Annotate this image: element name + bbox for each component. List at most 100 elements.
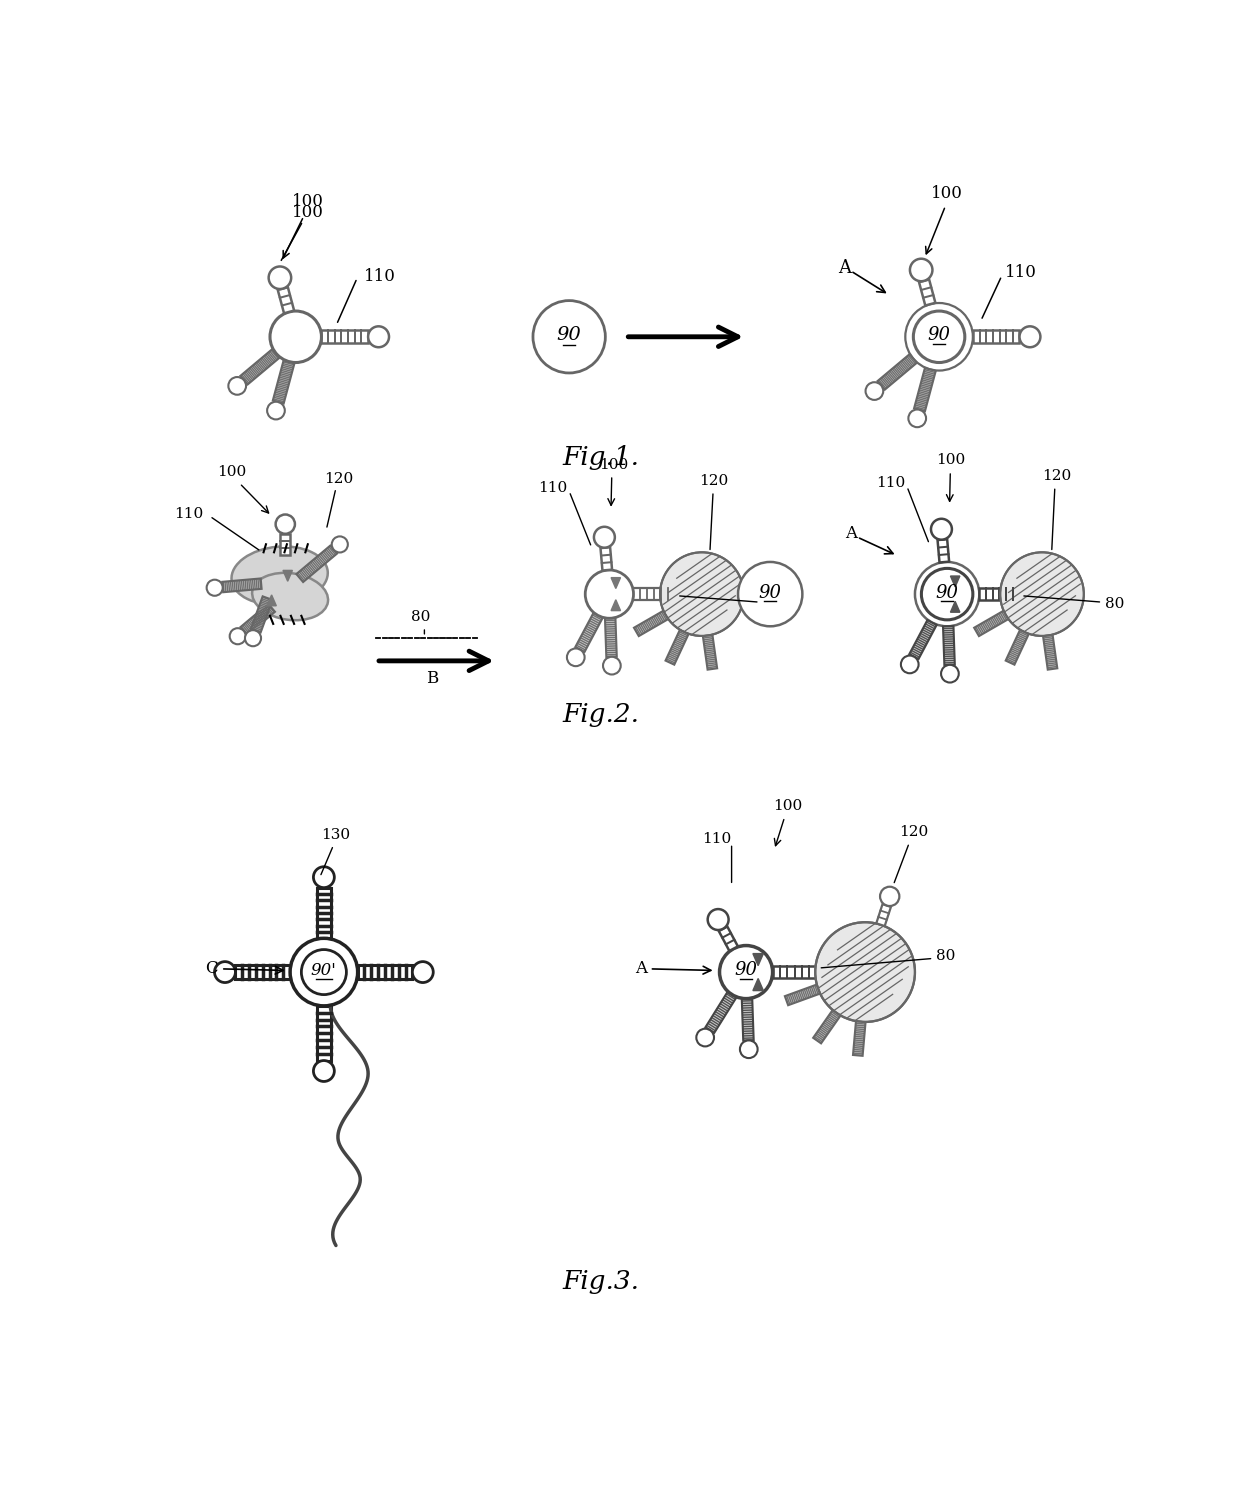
Polygon shape: [1006, 630, 1029, 665]
Polygon shape: [611, 599, 620, 611]
Circle shape: [910, 259, 932, 281]
Circle shape: [866, 382, 883, 400]
Polygon shape: [278, 287, 294, 314]
Text: A: A: [844, 525, 857, 543]
Polygon shape: [914, 367, 936, 412]
Text: 110: 110: [875, 476, 905, 491]
Polygon shape: [980, 589, 1019, 599]
Text: 100: 100: [931, 184, 963, 202]
Circle shape: [697, 1029, 714, 1047]
Polygon shape: [813, 1010, 841, 1044]
Circle shape: [880, 886, 899, 906]
Circle shape: [413, 962, 433, 983]
Polygon shape: [611, 577, 620, 589]
Text: 80: 80: [936, 949, 955, 964]
Polygon shape: [666, 630, 688, 665]
Polygon shape: [241, 349, 280, 385]
Polygon shape: [321, 330, 368, 343]
Circle shape: [275, 515, 295, 534]
Circle shape: [567, 648, 584, 666]
Polygon shape: [942, 626, 955, 665]
Text: 90': 90': [311, 962, 337, 978]
Text: 100: 100: [291, 193, 324, 210]
Circle shape: [719, 946, 773, 999]
Circle shape: [708, 909, 729, 929]
Text: 120: 120: [1042, 468, 1071, 483]
Text: C: C: [205, 959, 217, 977]
Circle shape: [1019, 326, 1040, 348]
Polygon shape: [1043, 635, 1058, 669]
Circle shape: [290, 938, 357, 1005]
Polygon shape: [316, 888, 331, 938]
Text: 90: 90: [734, 962, 758, 980]
Polygon shape: [280, 534, 290, 555]
Text: Fig.3.: Fig.3.: [563, 1270, 640, 1294]
Polygon shape: [919, 280, 935, 305]
Circle shape: [603, 657, 621, 675]
Text: A: A: [838, 259, 851, 278]
Circle shape: [533, 300, 605, 373]
Circle shape: [229, 628, 246, 644]
Polygon shape: [973, 330, 1019, 343]
Circle shape: [905, 303, 973, 370]
Text: Fig.1.: Fig.1.: [563, 445, 640, 470]
Ellipse shape: [252, 572, 329, 620]
Polygon shape: [785, 984, 820, 1005]
Polygon shape: [742, 998, 754, 1041]
Text: 90: 90: [928, 326, 951, 343]
Circle shape: [738, 562, 802, 626]
Text: 80: 80: [410, 610, 430, 625]
Circle shape: [267, 401, 285, 419]
Polygon shape: [719, 926, 738, 950]
Circle shape: [207, 580, 223, 596]
Polygon shape: [236, 965, 290, 980]
Circle shape: [301, 950, 346, 995]
Text: 100: 100: [599, 458, 627, 471]
Circle shape: [228, 378, 246, 394]
Text: 120: 120: [899, 825, 928, 839]
Text: 100: 100: [936, 454, 966, 467]
Circle shape: [915, 562, 980, 626]
Polygon shape: [703, 635, 717, 669]
Polygon shape: [250, 596, 273, 632]
Text: 80: 80: [763, 596, 781, 611]
Circle shape: [585, 570, 634, 619]
Circle shape: [314, 1060, 335, 1081]
Polygon shape: [273, 360, 295, 403]
Circle shape: [660, 552, 744, 636]
Polygon shape: [222, 578, 262, 592]
Text: 110: 110: [702, 833, 732, 846]
Polygon shape: [600, 547, 613, 571]
Circle shape: [368, 326, 389, 348]
Polygon shape: [753, 953, 764, 965]
Circle shape: [246, 630, 262, 647]
Text: 90: 90: [936, 583, 959, 602]
Polygon shape: [950, 575, 960, 587]
Text: Fig.2.: Fig.2.: [563, 702, 640, 727]
Text: 100: 100: [281, 204, 324, 260]
Circle shape: [815, 922, 915, 1022]
Circle shape: [941, 665, 959, 683]
Text: 90: 90: [759, 583, 781, 602]
Polygon shape: [878, 354, 916, 390]
Text: 110: 110: [538, 480, 568, 495]
Text: 110: 110: [365, 268, 396, 286]
Text: B: B: [427, 671, 439, 687]
Circle shape: [269, 266, 291, 288]
Text: A: A: [636, 959, 647, 977]
Text: 110: 110: [174, 507, 203, 520]
Circle shape: [914, 311, 965, 363]
Circle shape: [921, 568, 973, 620]
Polygon shape: [853, 1022, 866, 1056]
Circle shape: [215, 962, 236, 983]
Polygon shape: [937, 540, 949, 562]
Polygon shape: [605, 619, 616, 657]
Text: 100: 100: [774, 799, 802, 813]
Text: 100: 100: [217, 465, 246, 479]
Circle shape: [909, 409, 926, 427]
Circle shape: [931, 519, 952, 540]
Polygon shape: [575, 613, 603, 651]
Circle shape: [332, 537, 348, 553]
Polygon shape: [634, 589, 676, 599]
Circle shape: [1001, 552, 1084, 636]
